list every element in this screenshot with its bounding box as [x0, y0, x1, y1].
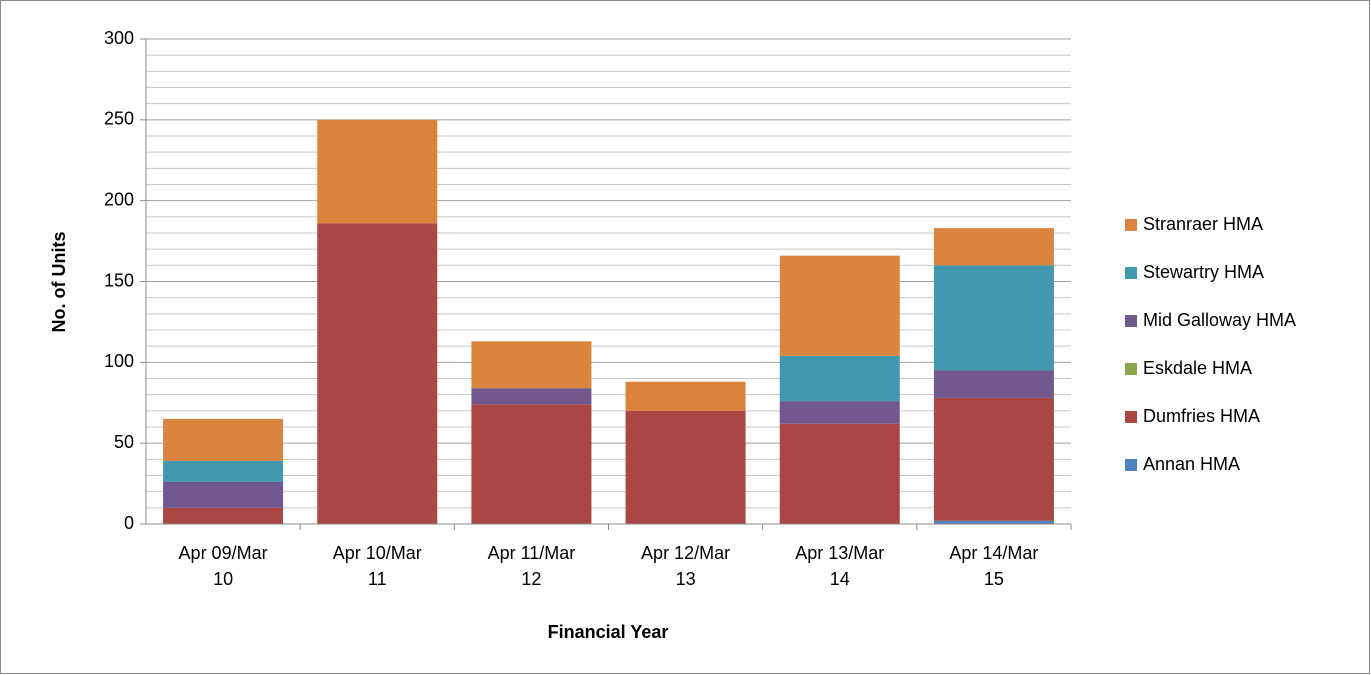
legend-label: Mid Galloway HMA [1143, 310, 1296, 330]
x-tick-label: Apr 10/Mar 11 [333, 543, 422, 589]
bar-segment [779, 423, 900, 524]
x-tick-label: Apr 12/Mar 13 [641, 543, 730, 589]
y-tick-label: 0 [124, 513, 134, 533]
legend-label: Stranraer HMA [1143, 214, 1263, 234]
legend-swatch [1125, 267, 1137, 279]
bar-segment [933, 397, 1054, 521]
bar-segment [933, 228, 1054, 266]
y-tick-label: 150 [104, 270, 134, 290]
legend-swatch [1125, 315, 1137, 327]
bar-segment [625, 410, 746, 524]
bar-segment [779, 255, 900, 356]
y-tick-label: 300 [104, 28, 134, 48]
bar-segment [471, 388, 592, 405]
legend-label: Annan HMA [1143, 454, 1240, 474]
bar-segment [471, 341, 592, 389]
legend-swatch [1125, 459, 1137, 471]
legend-swatch [1125, 411, 1137, 423]
bar-segment [779, 355, 900, 402]
bar-segment [163, 507, 284, 524]
bar-segment [317, 119, 438, 224]
bar-segment [779, 401, 900, 424]
bar-segment [625, 381, 746, 411]
bar-segment [163, 460, 284, 482]
y-tick-label: 200 [104, 189, 134, 209]
bar-segment [163, 481, 284, 508]
x-tick-label: Apr 09/Mar 10 [179, 543, 268, 589]
bar-segment [933, 370, 1054, 398]
bar-segment [471, 404, 592, 524]
y-tick-label: 50 [114, 432, 134, 452]
x-tick-label: Apr 14/Mar 15 [949, 543, 1038, 589]
legend-label: Dumfries HMA [1143, 406, 1260, 426]
x-tick-label: Apr 11/Mar 12 [488, 543, 576, 589]
x-tick-label: Apr 13/Mar 14 [795, 543, 884, 589]
legend-label: Eskdale HMA [1143, 358, 1252, 378]
bar-segment [317, 223, 438, 525]
y-axis-label: No. of Units [49, 232, 69, 333]
y-tick-label: 250 [104, 109, 134, 129]
bar-segment [163, 418, 284, 461]
legend-swatch [1125, 219, 1137, 231]
bar-segment [933, 520, 1054, 524]
x-axis-label: Financial Year [548, 622, 669, 642]
bar-segment [933, 265, 1054, 371]
y-tick-label: 100 [104, 351, 134, 371]
legend-swatch [1125, 363, 1137, 375]
legend-label: Stewartry HMA [1143, 262, 1264, 282]
